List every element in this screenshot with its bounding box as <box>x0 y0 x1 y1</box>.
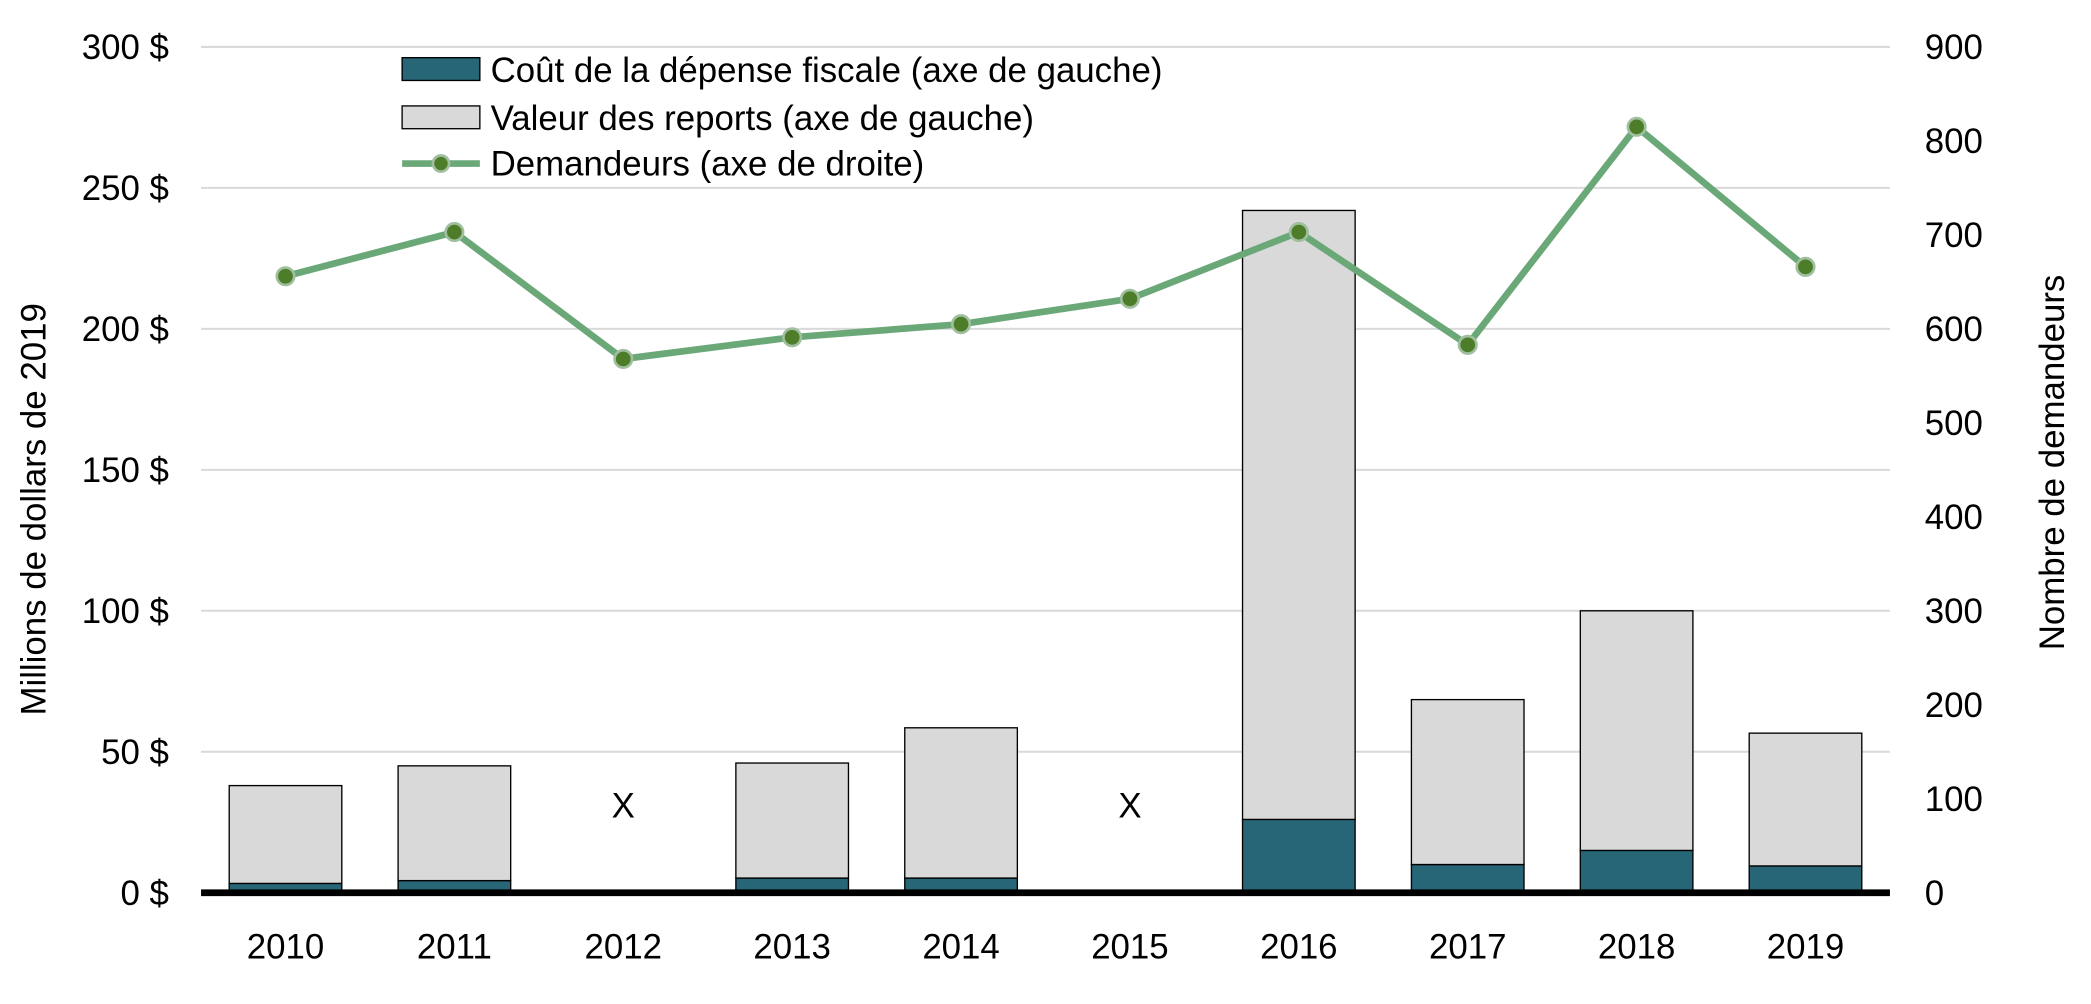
claimants-point <box>444 222 465 243</box>
bar-cost <box>1241 818 1356 894</box>
y-axis-title: Millions de dollars de 2019 <box>15 303 54 715</box>
x-tick-label: 2011 <box>417 927 492 966</box>
y2-tick-label: 900 <box>1925 28 1983 67</box>
legend-marker-claimants <box>431 154 451 173</box>
x-tick-label: 2012 <box>585 927 662 966</box>
claimants-point <box>1795 256 1816 277</box>
y2-tick-label: 700 <box>1925 216 1983 255</box>
claimants-point <box>1626 116 1647 137</box>
y2-tick-label: 600 <box>1925 310 1983 349</box>
y-tick-label: 100 $ <box>82 592 169 631</box>
y2-axis-title: Nombre de demandeurs <box>2033 275 2072 651</box>
bar-carryforward <box>904 727 1019 879</box>
legend-label-claimants: Demandeurs (axe de droite) <box>491 145 925 184</box>
claimants-point <box>1119 288 1140 309</box>
bar-cost <box>1579 849 1694 894</box>
claimants-point <box>613 348 634 369</box>
suppressed-marker: X <box>1118 787 1141 826</box>
right-axis-ticks: 0 100 200 300 400 500 600 700 800 900 <box>1925 28 1983 913</box>
claimants-point <box>1457 334 1478 355</box>
y2-tick-label: 400 <box>1925 498 1983 537</box>
bar-carryforward <box>1579 610 1694 852</box>
legend: Coût de la dépense fiscale (axe de gauch… <box>401 51 1163 184</box>
bar-carryforward <box>1748 732 1863 867</box>
x-tick-label: 2016 <box>1260 927 1337 966</box>
y-tick-label: 150 $ <box>82 451 169 490</box>
x-tick-label: 2017 <box>1429 927 1506 966</box>
x-tick-label: 2010 <box>247 927 324 966</box>
bar-cost <box>1410 863 1525 894</box>
y2-tick-label: 100 <box>1925 780 1983 819</box>
bar-carryforward <box>1410 698 1525 866</box>
x-tick-label: 2015 <box>1091 927 1168 966</box>
x-tick-label: 2019 <box>1767 927 1844 966</box>
x-tick-label: 2018 <box>1598 927 1675 966</box>
y-tick-label: 50 $ <box>101 733 169 772</box>
line-series <box>275 116 1816 369</box>
x-axis-ticks: 2010 2011 2012 2013 2014 2015 2016 2017 2018 2019 <box>247 927 1844 966</box>
claimants-point <box>1288 222 1309 243</box>
x-tick-label: 2014 <box>922 927 999 966</box>
legend-swatch-carryforward <box>401 105 481 130</box>
y-tick-label: 250 $ <box>82 169 169 208</box>
y-tick-label: 300 $ <box>82 28 169 67</box>
claimants-point <box>275 266 296 287</box>
y-tick-label: 0 $ <box>120 874 168 913</box>
legend-label-carryforward: Valeur des reports (axe de gauche) <box>491 99 1034 138</box>
y2-tick-label: 200 <box>1925 686 1983 725</box>
bar-cost <box>1748 865 1863 894</box>
suppressed-marker: X <box>612 787 635 826</box>
legend-swatch-cost <box>401 56 481 82</box>
x-tick-label: 2013 <box>753 927 830 966</box>
y2-tick-label: 0 <box>1925 874 1944 913</box>
y2-tick-label: 300 <box>1925 592 1983 631</box>
bar-carryforward <box>1241 209 1356 821</box>
y-tick-label: 200 $ <box>82 310 169 349</box>
claimants-line <box>284 123 1808 363</box>
left-axis-ticks: 0 $ 50 $ 100 $ 150 $ 200 $ 250 $ 300 $ <box>82 28 169 913</box>
bar-carryforward <box>735 762 850 879</box>
legend-label-cost: Coût de la dépense fiscale (axe de gauch… <box>491 51 1163 90</box>
y2-tick-label: 500 <box>1925 404 1983 443</box>
bar-carryforward <box>228 784 343 885</box>
bar-carryforward <box>397 765 512 882</box>
y2-tick-label: 800 <box>1925 122 1983 161</box>
claimants-point <box>782 327 803 348</box>
claimants-point <box>951 314 972 335</box>
